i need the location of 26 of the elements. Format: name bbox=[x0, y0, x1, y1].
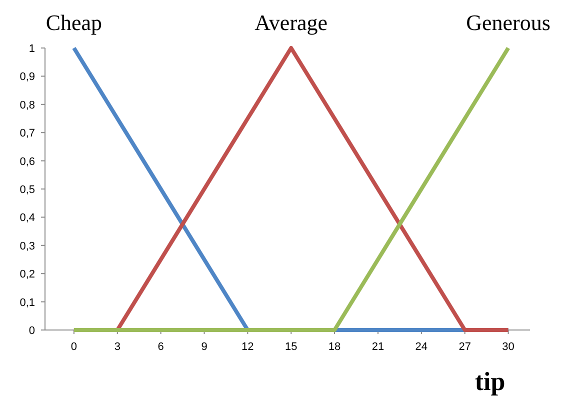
y-tick-label: 0,8 bbox=[20, 99, 35, 112]
x-tick-label: 9 bbox=[201, 341, 208, 353]
x-tick-label: 3 bbox=[114, 341, 120, 353]
x-tick-label: 0 bbox=[70, 341, 78, 353]
y-tick-label: 0,4 bbox=[20, 212, 35, 224]
x-tick-label: 6 bbox=[158, 341, 164, 353]
x-tick-label: 27 bbox=[458, 341, 471, 353]
x-tick-label: 15 bbox=[284, 341, 298, 353]
series-label: Cheap bbox=[46, 10, 102, 35]
y-tick-label: 0,5 bbox=[20, 184, 35, 196]
y-tick-label: 0,6 bbox=[20, 156, 35, 168]
x-tick-label: 18 bbox=[328, 341, 341, 353]
series-label: Generous bbox=[466, 10, 550, 35]
y-tick-label: 0,7 bbox=[20, 128, 35, 140]
x-tick-label: 24 bbox=[415, 341, 428, 353]
x-tick-label: 21 bbox=[372, 341, 384, 353]
x-tick-label: 30 bbox=[502, 341, 514, 353]
y-tick-label: 0,1 bbox=[20, 296, 35, 309]
y-tick-label: 0,9 bbox=[20, 71, 35, 84]
x-axis-title: tip bbox=[474, 367, 506, 396]
y-tick-label: 0,3 bbox=[20, 240, 35, 252]
y-tick-label: 0 bbox=[28, 325, 35, 337]
y-tick-label: 0,2 bbox=[20, 268, 35, 281]
x-tick-label: 12 bbox=[242, 341, 254, 353]
y-tick-label: 1 bbox=[28, 43, 35, 55]
series-label: Average bbox=[254, 10, 328, 35]
